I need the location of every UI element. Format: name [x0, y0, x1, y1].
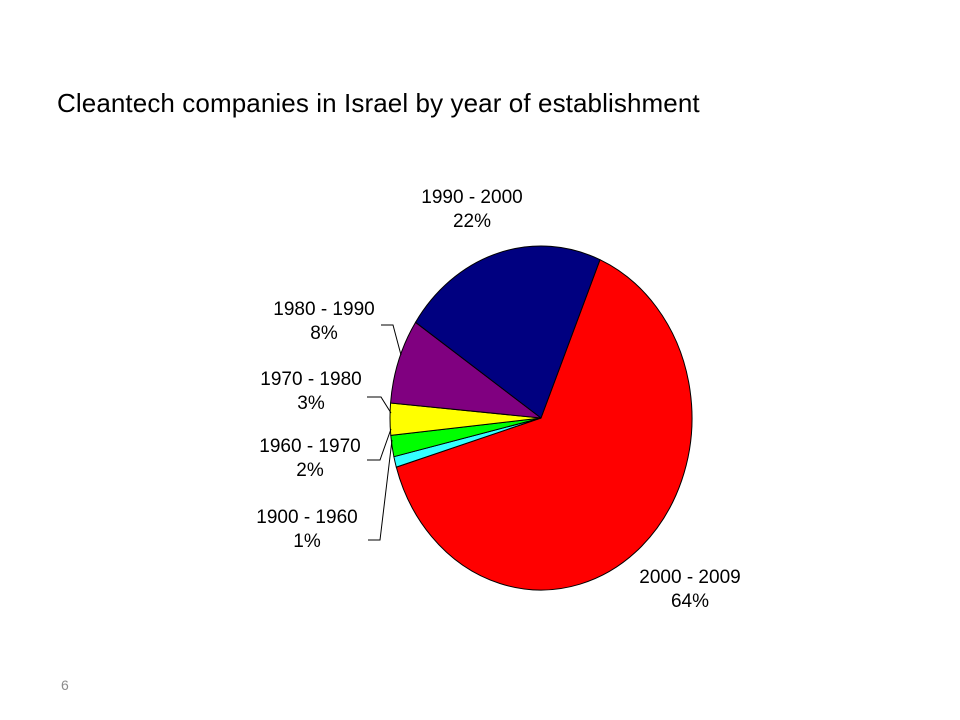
pie-slices: [389, 245, 693, 591]
slice-category-label: 1970 - 1980: [260, 369, 361, 390]
slice-category-label: 1960 - 1970: [259, 436, 360, 457]
slice-value-label: 8%: [310, 323, 338, 344]
pie-slice-2000-2009: [395, 259, 693, 591]
slice-value-label: 2%: [296, 460, 324, 481]
slice-category-label: 1980 - 1990: [273, 299, 374, 320]
slice-value-label: 22%: [453, 211, 491, 232]
slice-value-label: 64%: [671, 591, 709, 612]
slide-title: Cleantech companies in Israel by year of…: [57, 88, 700, 118]
leader-line: [381, 324, 402, 356]
slice-value-label: 3%: [297, 393, 325, 414]
pie-slice-1990-2000: [415, 245, 601, 419]
slice-category-label: 1900 - 1960: [256, 507, 357, 528]
slice-value-label: 1%: [293, 531, 321, 552]
leader-line: [367, 396, 392, 414]
slice-category-label: 2000 - 2009: [639, 567, 740, 588]
leader-lines: [367, 324, 402, 541]
slice-labels: 2000 - 2009 64% 1900 - 1960 1% 1960 - 1970 2%…: [256, 187, 740, 612]
slice-category-label: 1990 - 2000: [421, 187, 522, 208]
leader-line: [367, 428, 392, 461]
page-number: 6: [61, 677, 69, 693]
leader-line: [368, 439, 393, 541]
